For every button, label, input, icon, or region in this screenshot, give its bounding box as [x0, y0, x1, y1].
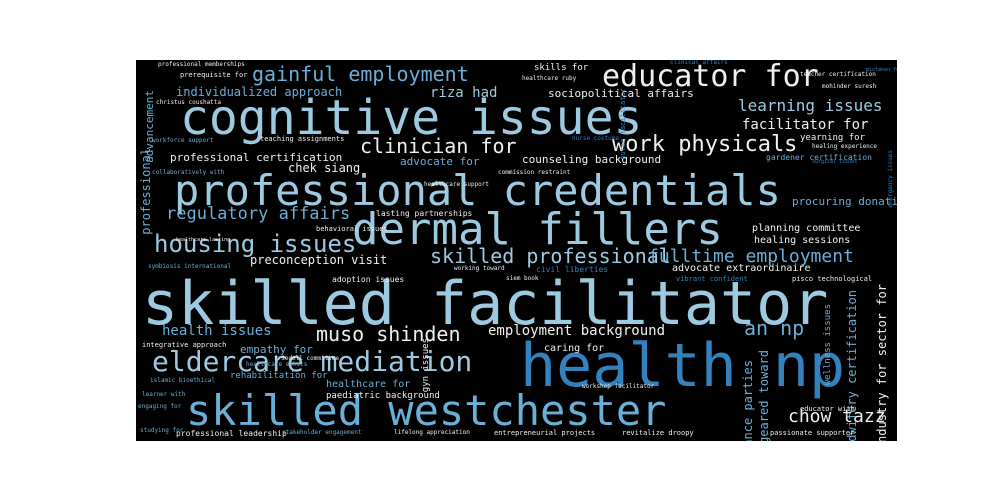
word: workshop facilitator: [582, 383, 655, 390]
word: surgical issues: [812, 159, 858, 165]
word: skills for: [534, 63, 589, 73]
word: housing issues: [154, 230, 357, 258]
word: gyn issues: [421, 338, 431, 393]
word: paediatric background: [326, 391, 440, 401]
word: clinical affairs: [670, 60, 728, 66]
word: vibrant confident: [676, 275, 748, 283]
word: integrative approach: [142, 341, 227, 349]
word: stakeholder engagement: [282, 429, 362, 436]
word: studying for: [140, 427, 184, 434]
word: educator for: [602, 60, 819, 94]
word: adoption issues: [332, 275, 405, 284]
word: civil liberties: [536, 265, 609, 274]
word-cloud: cognitive issues professional credential…: [136, 60, 897, 441]
word: commission restraint: [498, 169, 571, 176]
word: emergency issues: [887, 150, 894, 208]
word: christus coushatta: [156, 99, 222, 106]
word: healing experience: [812, 143, 878, 150]
word: pisco technological: [792, 275, 873, 283]
word: teaching assignments: [260, 135, 345, 143]
word: skilled professional: [430, 244, 671, 268]
word: professional memberships: [158, 61, 245, 68]
word: skilled westchester: [186, 386, 667, 435]
word: clinician for: [360, 134, 517, 158]
word: chow tazz: [788, 406, 886, 427]
word: healthcare ethics: [246, 361, 308, 368]
word: preconception visit: [250, 253, 388, 267]
word: lifelong appreciation: [394, 429, 470, 436]
word: teacher certification: [800, 71, 876, 78]
word: individualized approach: [176, 85, 343, 99]
word: yearning for: [800, 133, 866, 143]
word: gainful employment: [252, 62, 469, 86]
word: advancement: [143, 90, 156, 163]
word: chek siang: [288, 161, 361, 175]
word: behavioral issues: [316, 225, 388, 233]
word: revitalize droopy: [622, 429, 694, 437]
word: workforce support: [152, 137, 214, 144]
word: islamic bioethical: [150, 377, 216, 384]
word: industry for sector for: [875, 284, 889, 441]
word: collaboratively with: [152, 169, 225, 176]
word: empathy for: [240, 343, 313, 356]
word: fulltime employment: [648, 246, 854, 267]
word: wellness issues: [823, 304, 833, 386]
word: advocate for: [400, 155, 480, 168]
word: riza had: [430, 85, 498, 101]
word: cognitive issues: [180, 90, 643, 146]
word: health issues: [162, 323, 272, 339]
word: lasting partnerships: [376, 209, 473, 218]
word: healthcare support: [424, 181, 490, 188]
word: engaging for: [138, 403, 182, 410]
word: professional credentials: [174, 166, 781, 215]
word: rehabilitation for: [230, 371, 328, 381]
word: friedell committee: [274, 355, 340, 362]
word: employment background: [488, 323, 666, 339]
word: an np: [744, 316, 805, 340]
word: geared toward: [757, 350, 771, 441]
word: procuring donations: [792, 195, 897, 208]
word: nurse costume: [572, 135, 619, 142]
word: dermal fillers: [352, 204, 723, 255]
word: healthcare lasting: [176, 237, 231, 243]
word: mistaken for: [866, 67, 897, 73]
word: skilled facilitator: [142, 269, 829, 339]
word: learning issues: [738, 96, 883, 115]
word: dance parties: [741, 360, 755, 441]
word: healthcare for: [326, 379, 411, 390]
word: work physicals: [612, 132, 798, 157]
word: advocate extraordinaire: [672, 263, 811, 274]
word: mohinder suresh: [822, 83, 877, 90]
word: health np: [520, 331, 846, 401]
word: caring for: [544, 343, 605, 354]
word: eldercare mediation: [152, 345, 473, 378]
word: symbiosis international: [148, 263, 232, 270]
word: sociopolitical affairs: [548, 87, 694, 100]
word: siem book: [506, 275, 539, 282]
word: facilitator for: [742, 117, 869, 133]
word: regulatory affairs: [166, 204, 351, 224]
word: midwifery certification: [845, 290, 859, 441]
word: professional certification: [170, 151, 343, 164]
word: planning committee: [752, 223, 861, 234]
word: muso shinden: [316, 322, 461, 346]
word: nurse facilitator: [619, 88, 627, 160]
word: prerequisite for: [180, 71, 248, 79]
word: healing sessions: [754, 235, 851, 246]
word: professional leadership: [176, 429, 287, 438]
word: educator with: [800, 405, 855, 413]
word: learner with: [142, 391, 186, 398]
word: entrepreneurial projects: [494, 429, 596, 437]
word: counseling background: [522, 153, 662, 166]
word: working toward: [454, 265, 505, 272]
word: passionate supporter: [770, 429, 855, 437]
word: healthcare ruby: [522, 75, 577, 82]
word: gardener certification: [766, 153, 872, 162]
